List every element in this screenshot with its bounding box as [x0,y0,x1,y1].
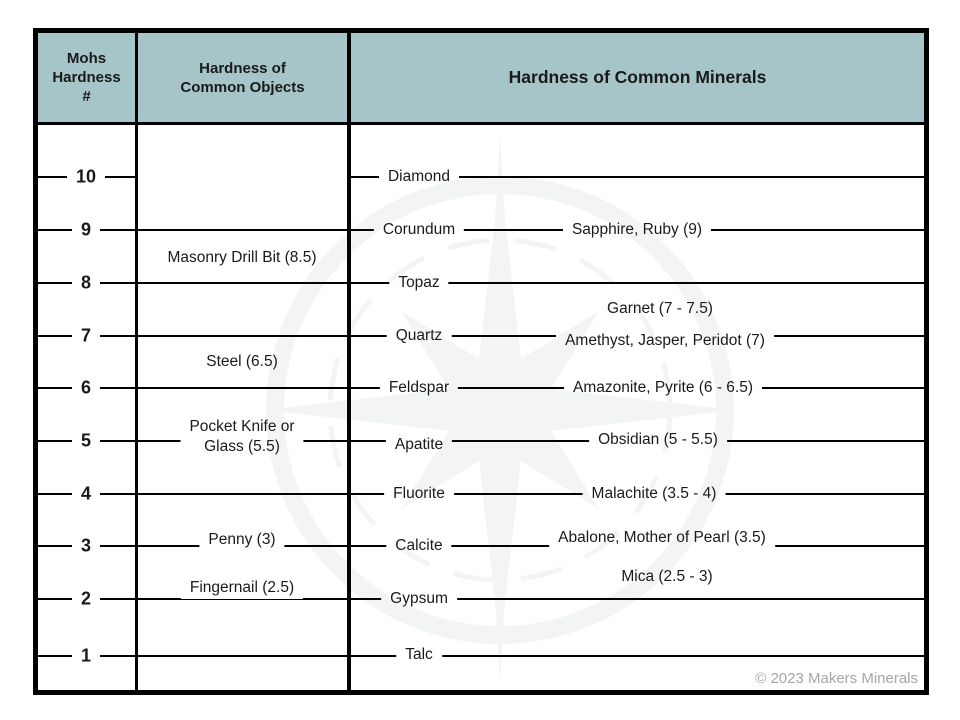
gems-sapphire-ruby: Sapphire, Ruby (9) [562,219,712,241]
gems-malachite: Malachite (3.5 - 4) [582,483,726,505]
gems-abalone-mother-of-pearl: Abalone, Mother of Pearl (3.5) [549,527,775,549]
hardness-table: Mohs Hardness # Hardness of Common Objec… [33,28,929,695]
tick-line [138,493,347,495]
scale-number-2: 2 [71,588,101,610]
object-steel: Steel (6.5) [197,351,287,373]
tick-line [138,598,347,600]
object-penny: Penny (3) [199,529,285,551]
mineral-apatite: Apatite [385,434,453,456]
tick-line [138,335,347,337]
tick-line [138,229,347,231]
table-header [38,33,924,125]
mineral-corundum: Corundum [373,219,465,241]
scale-number-7: 7 [71,325,101,347]
object-fingernail: Fingernail (2.5) [180,577,304,599]
tick-line [351,655,924,657]
column-divider-2 [347,33,351,690]
tick-line [351,176,924,178]
object-pocket-knife-line2: Glass (5.5) [204,438,280,455]
header-common-objects: Hardness of Common Objects [138,33,347,122]
scale-number-8: 8 [71,272,101,294]
header-mohs-line2: Hardness [52,69,121,86]
column-divider-1 [135,33,138,690]
gems-garnet: Garnet (7 - 7.5) [598,298,722,320]
scale-number-9: 9 [71,219,101,241]
scale-number-10: 10 [66,166,106,188]
tick-line [138,387,347,389]
gems-obsidian: Obsidian (5 - 5.5) [589,429,727,451]
tick-line [138,282,347,284]
mineral-topaz: Topaz [389,272,449,294]
gems-amethyst-jasper-peridot: Amethyst, Jasper, Peridot (7) [556,330,774,352]
object-pocket-knife-line1: Pocket Knife or [189,418,295,435]
mineral-calcite: Calcite [386,535,452,557]
mineral-talc: Talc [396,644,442,666]
scale-number-6: 6 [71,377,101,399]
header-objects-line1: Hardness of [199,59,286,77]
mineral-quartz: Quartz [386,325,452,347]
object-masonry-drill-bit: Masonry Drill Bit (8.5) [158,247,326,269]
gems-mica: Mica (2.5 - 3) [612,566,722,588]
compass-rose-icon [265,134,735,686]
mineral-fluorite: Fluorite [384,483,454,505]
header-objects-line2: Common Objects [180,78,305,96]
scale-number-1: 1 [71,645,101,667]
object-pocket-knife-glass: Pocket Knife or Glass (5.5) [180,416,304,458]
copyright-text: © 2023 Makers Minerals [755,670,918,687]
scale-number-3: 3 [71,535,101,557]
scale-number-4: 4 [71,483,101,505]
mineral-gypsum: Gypsum [381,588,457,610]
tick-line [351,282,924,284]
header-mohs-hardness: Mohs Hardness # [38,33,135,122]
mineral-feldspar: Feldspar [379,377,459,399]
header-common-minerals: Hardness of Common Minerals [508,67,767,87]
mineral-diamond: Diamond [378,166,460,188]
header-mohs-line3: # [82,88,91,105]
header-mohs-line1: Mohs [66,50,107,67]
tick-line [351,598,924,600]
gems-amazonite-pyrite: Amazonite, Pyrite (6 - 6.5) [563,377,763,399]
tick-line [138,655,347,657]
scale-number-5: 5 [71,430,101,452]
